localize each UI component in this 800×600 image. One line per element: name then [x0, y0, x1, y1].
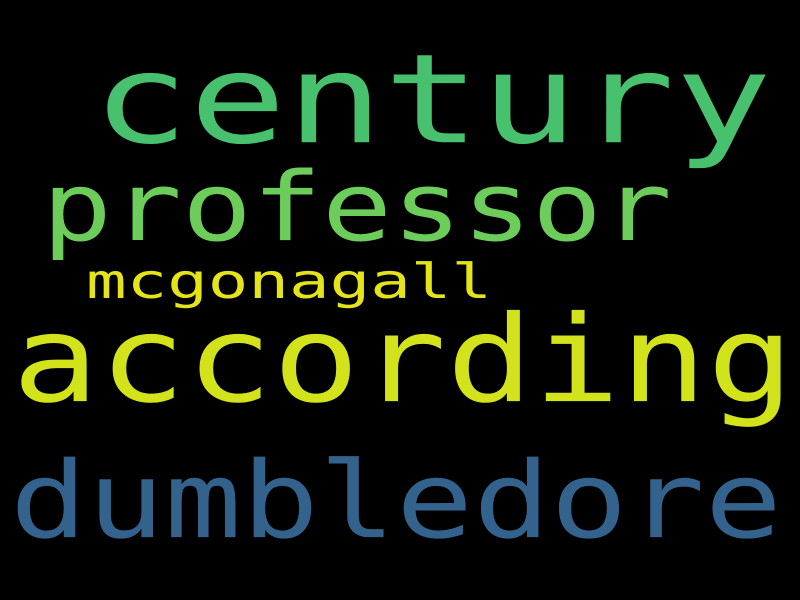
word-professor: professor: [42, 151, 672, 263]
word-century: century: [92, 27, 772, 173]
word-dumbledore: dumbledore: [10, 438, 782, 563]
word-mcgonagall: mcgonagall: [86, 254, 492, 310]
word-according: according: [12, 290, 794, 430]
